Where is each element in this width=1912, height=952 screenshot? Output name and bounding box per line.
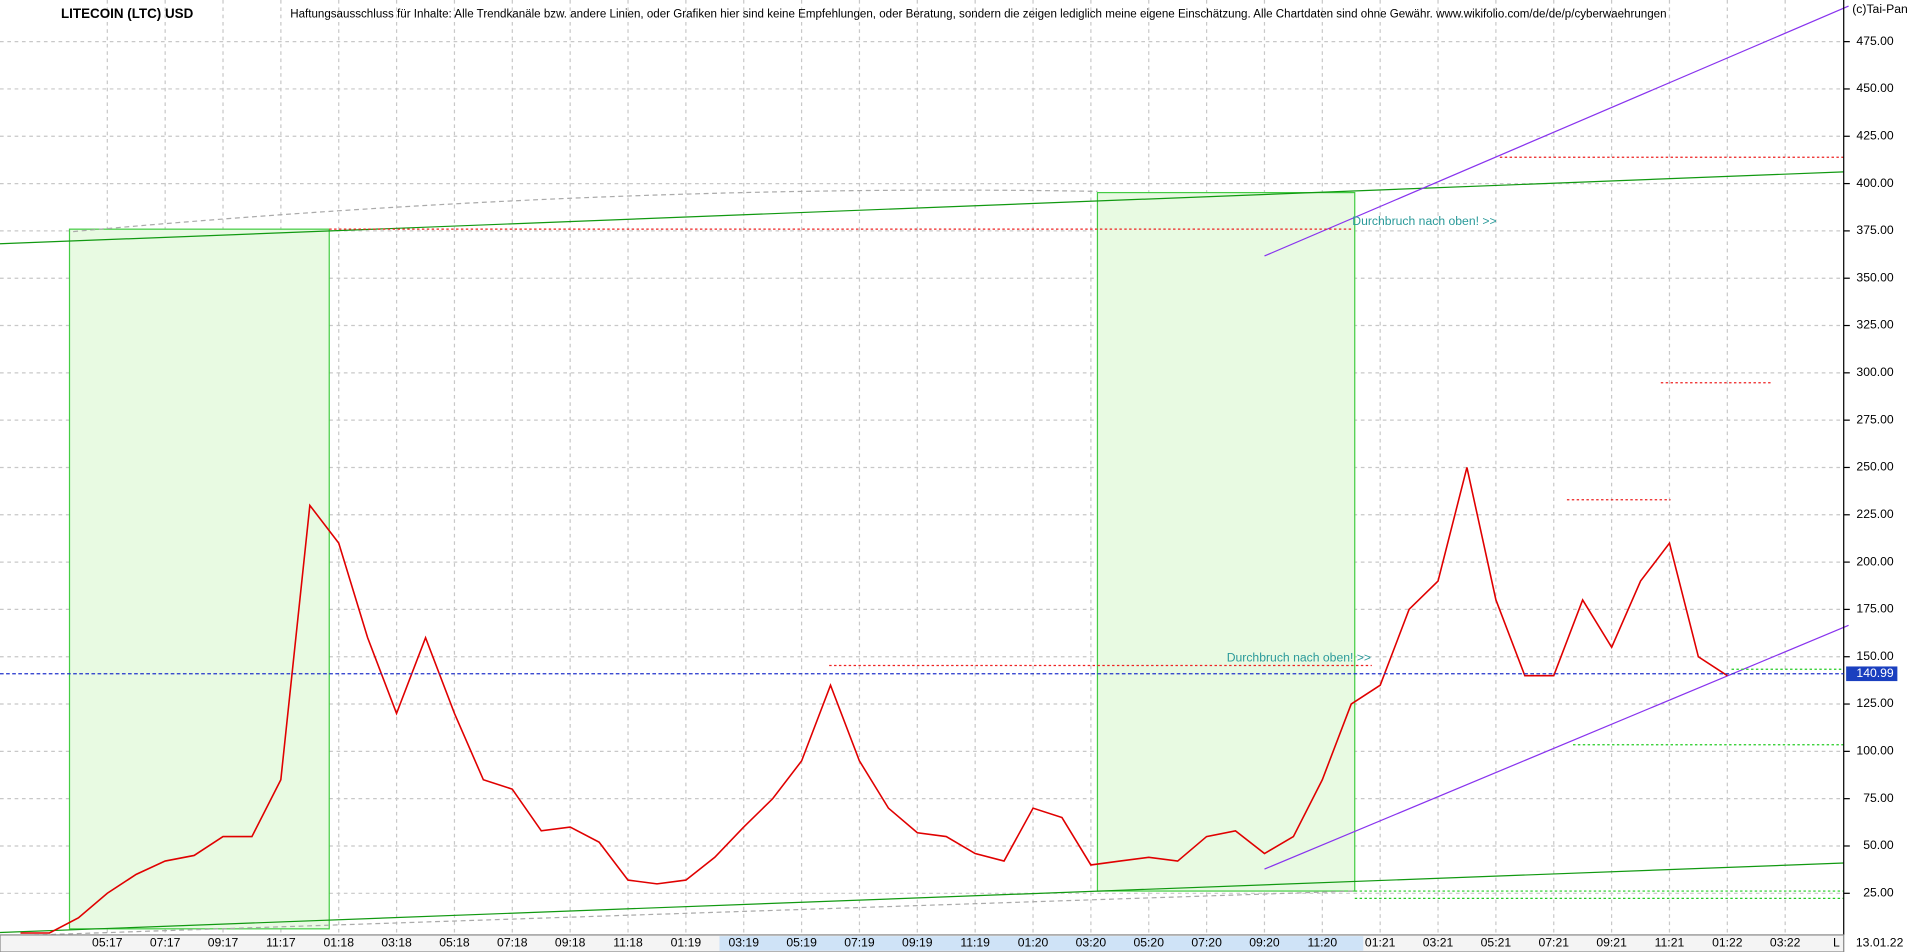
y-tick-label: 50.00 (1863, 838, 1894, 852)
x-tick-label: 09:21 (1596, 936, 1627, 950)
x-tick-label: 03:22 (1770, 936, 1801, 950)
y-tick-label: 275.00 (1856, 412, 1894, 426)
purple-trend-line (1264, 624, 1849, 870)
x-tick-label: 07:17 (150, 936, 181, 950)
highlight-box (68, 228, 330, 930)
x-tick-label: 05:19 (786, 936, 817, 950)
x-tick-label: 03:18 (381, 936, 412, 950)
copyright: (c)Tai-Pan (1852, 2, 1908, 16)
y-tick-label: 25.00 (1863, 886, 1894, 900)
trend-line (0, 171, 1844, 245)
annotation: Durchbruch nach oben! >> (1352, 214, 1496, 228)
x-tick-label: 09:19 (902, 936, 933, 950)
y-tick-label: 125.00 (1856, 696, 1894, 710)
purple-trend-line (1264, 5, 1849, 257)
x-tick-label: 01:21 (1365, 936, 1396, 950)
highlight-box (1096, 191, 1356, 892)
x-tick-label: 07:20 (1191, 936, 1222, 950)
x-tick-label: 11:20 (1308, 936, 1338, 950)
x-tick-label: 05:20 (1133, 936, 1164, 950)
x-tick-label: 11:17 (266, 936, 296, 950)
y-tick-label: 175.00 (1856, 602, 1894, 616)
x-tick-label: 05:17 (92, 936, 123, 950)
annotation: Durchbruch nach oben! >> (1227, 650, 1371, 664)
x-tick-label: 03:19 (728, 936, 759, 950)
y-tick-label: 425.00 (1856, 128, 1894, 142)
x-tick-label: 09:20 (1249, 936, 1280, 950)
y-tick-label: 375.00 (1856, 223, 1894, 237)
x-tick-label: 01:19 (671, 936, 702, 950)
y-tick-label: 350.00 (1856, 270, 1894, 284)
x-tick-label: 01:20 (1018, 936, 1049, 950)
y-tick-label: 100.00 (1856, 744, 1894, 758)
x-tick-label: 07:19 (844, 936, 875, 950)
series-layer (20, 467, 1728, 934)
x-tick-label: 09:18 (555, 936, 586, 950)
price-line (20, 467, 1728, 934)
date-label: 13.01.22 (1856, 936, 1904, 950)
y-tick-label: 75.00 (1863, 791, 1894, 805)
y-tick-label: 225.00 (1856, 507, 1894, 521)
trend-line (0, 862, 1844, 934)
x-tick-label: 03:20 (1076, 936, 1107, 950)
y-tick-label: 300.00 (1856, 365, 1894, 379)
x-tick-label: 11:21 (1655, 936, 1685, 950)
last-price-label: 140.99 (1856, 666, 1894, 680)
trend-curve (0, 890, 1355, 937)
y-tick-label: 400.00 (1856, 176, 1894, 190)
x-tick-label: 05:21 (1481, 936, 1512, 950)
disclaimer: Haftungsausschluss für Inhalte: Alle Tre… (290, 9, 1666, 21)
x-tick-label: 01:18 (323, 936, 354, 950)
chart-title: LITECOIN (LTC) USD (61, 6, 194, 21)
x-tick-label: 03:21 (1423, 936, 1454, 950)
x-tick-label: 11:19 (960, 936, 990, 950)
last-price-box (1846, 666, 1898, 682)
x-axis-highlight (719, 936, 1364, 951)
x-tick-label: 07:21 (1538, 936, 1569, 950)
y-tick-label: 325.00 (1856, 318, 1894, 332)
y-tick-label: 200.00 (1856, 554, 1894, 568)
x-tick-label: 11:18 (613, 936, 643, 950)
scale-label: L (1833, 936, 1840, 950)
x-tick-label: 01:22 (1712, 936, 1743, 950)
x-tick-label: 07:18 (497, 936, 528, 950)
x-tick-label: 09:17 (208, 936, 239, 950)
y-tick-label: 450.00 (1856, 81, 1894, 95)
y-tick-label: 475.00 (1856, 34, 1894, 48)
trend-curve (73, 189, 1098, 233)
x-tick-label: 05:18 (439, 936, 470, 950)
y-tick-label: 150.00 (1856, 649, 1894, 663)
y-tick-label: 250.00 (1856, 460, 1894, 474)
